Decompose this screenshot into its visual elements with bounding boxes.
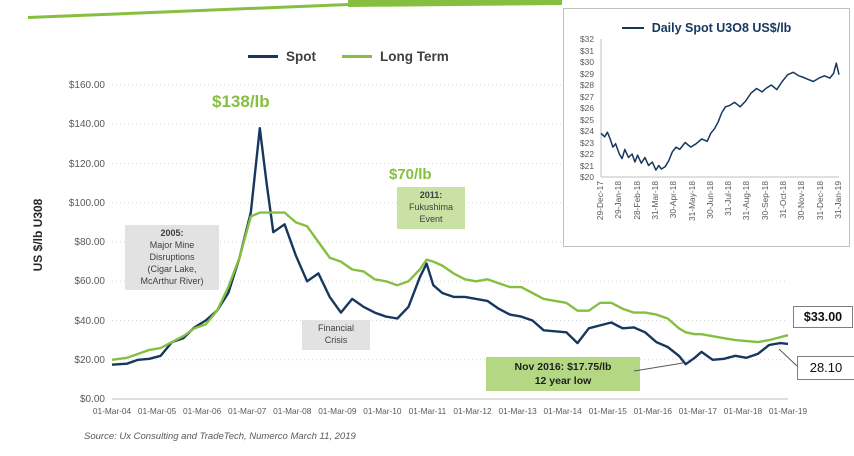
main-y-tick-label: $160.00	[68, 80, 105, 91]
long-term-price-tag: $33.00	[793, 306, 853, 328]
inset-x-tick-label: 29-Jan-18	[613, 181, 624, 219]
main-x-tick-label: 01-Mar-06	[182, 406, 222, 416]
main-x-tick-label: 01-Mar-13	[498, 406, 537, 416]
source-citation: Source: Ux Consulting and TradeTech, Num…	[84, 431, 356, 442]
daily-spot-inset-chart: Daily Spot U3O8 US$/lb $20 $21 $22 $23 $24 $2…	[563, 8, 850, 247]
inset-line-swatch	[621, 26, 644, 30]
main-x-tick-label: 01-Mar-15	[588, 406, 627, 416]
main-x-tick-label: 01-Mar-09	[318, 406, 357, 416]
inset-y-tick-label: $21	[580, 160, 594, 171]
mine-disruptions-note: 2005: Major Mine Disruptions (Cigar Lake…	[125, 225, 219, 291]
inset-y-tick-label: $22	[580, 149, 594, 159]
main-x-tick-label: 01-Mar-18	[723, 406, 763, 416]
inset-y-tick-label: $26	[580, 103, 594, 113]
inset-x-tick-label: 31-Aug-18	[741, 181, 752, 221]
main-y-tick-label: $0.00	[79, 394, 105, 405]
main-y-tick-label: $60.00	[74, 276, 105, 288]
legend-item-spot: Spot	[248, 49, 316, 64]
main-x-tick-label: 01-Mar-05	[137, 406, 177, 416]
note-line: Nov 2016: $17.75/lb	[514, 361, 612, 373]
main-x-tick-label: 01-Mar-10	[363, 406, 402, 416]
main-y-tick-label: $80.00	[74, 237, 105, 248]
main-x-tick-label: 01-Mar-19	[768, 406, 808, 416]
note-line: Major Mine	[149, 239, 195, 250]
note-line: 12 year low	[534, 375, 592, 388]
main-y-tick-label: $40.00	[74, 315, 105, 327]
inset-y-tick-label: $31	[580, 45, 594, 56]
note-line: 2011:	[419, 190, 443, 200]
main-x-tick-label: 01-Mar-14	[543, 406, 582, 416]
inset-y-tick-label: $32	[580, 34, 594, 44]
inset-x-tick-label: 31-Mar-18	[649, 181, 660, 220]
inset-plot-area	[600, 39, 840, 178]
inset-x-tick-label: 28-Feb-18	[631, 181, 642, 220]
legend-long-term-label: Long Term	[380, 49, 449, 64]
inset-y-tick-label: $28	[580, 80, 594, 90]
slide-accent-graphic	[28, 0, 562, 19]
inset-y-tick-label: $27	[580, 91, 594, 102]
main-x-tick-label: 01-Mar-17	[678, 406, 717, 416]
inset-y-tick-label: $29	[580, 68, 594, 79]
inset-x-tick-label: 31-Jan-19	[833, 181, 843, 219]
inset-y-tick-label: $30	[580, 57, 594, 67]
spot-price-tag: 28.10	[797, 356, 854, 380]
note-line: Crisis	[324, 334, 348, 345]
inset-x-tick-label: 31-Jul-18	[723, 181, 734, 216]
main-x-tick-label: 01-Mar-07	[228, 406, 267, 416]
note-line: Event	[419, 213, 443, 224]
legend-spot-label: Spot	[286, 49, 316, 64]
note-line: (Cigar Lake,	[147, 263, 197, 274]
main-x-tick-label: 01-Mar-04	[92, 406, 132, 416]
main-x-tick-label: 01-Mar-08	[273, 406, 312, 416]
pre-fukushima-price-annotation: $70/lb	[389, 166, 432, 183]
inset-title-row: Daily Spot U3O8 US$/lb	[564, 21, 849, 35]
note-line: Disruptions	[149, 251, 195, 262]
inset-series-daily-spot-u3o8-us-lb	[600, 62, 840, 171]
fukushima-event-note: 2011: Fukushima Event	[397, 187, 465, 229]
inset-title: Daily Spot U3O8 US$/lb	[651, 21, 792, 35]
main-y-tick-label: $120.00	[68, 158, 105, 170]
inset-y-tick-label: $20	[580, 172, 594, 182]
inset-x-tick-label: 31-Oct-18	[778, 181, 789, 219]
financial-crisis-note: Financial Crisis	[302, 320, 370, 350]
long-term-line-swatch	[342, 55, 372, 58]
note-line: 2005:	[160, 228, 184, 238]
main-y-tick-label: $140.00	[68, 119, 105, 131]
inset-x-tick-label: 31-Dec-18	[814, 181, 825, 221]
main-x-tick-label: 01-Mar-12	[453, 406, 492, 416]
inset-y-tick-label: $24	[580, 126, 594, 136]
main-y-tick-label: $20.00	[74, 354, 105, 366]
main-series-long-term	[111, 211, 789, 361]
main-plot-area	[111, 84, 789, 400]
main-x-tick-label: 01-Mar-16	[633, 406, 672, 416]
main-x-tick-label: 01-Mar-11	[408, 406, 447, 416]
inset-x-tick-label: 30-Sep-18	[759, 181, 770, 221]
inset-y-tick-label: $25	[580, 114, 594, 125]
note-line: Fukushima	[408, 201, 453, 212]
peak-price-annotation: $138/lb	[212, 92, 270, 111]
legend-item-long-term: Long Term	[342, 49, 449, 64]
twelve-year-low-note: Nov 2016: $17.75/lb 12 year low	[486, 357, 640, 392]
inset-x-tick-label: 31-May-18	[686, 181, 697, 222]
inset-x-tick-label: 30-Apr-18	[668, 181, 679, 219]
note-line: McArthur River)	[140, 275, 204, 286]
spot-line-swatch	[248, 55, 278, 58]
inset-x-tick-label: 30-Nov-18	[796, 181, 807, 221]
main-y-tick-label: $100.00	[68, 197, 105, 209]
inset-y-tick-label: $23	[580, 137, 594, 148]
inset-x-tick-label: 30-Jun-18	[704, 181, 715, 219]
note-line: Financial	[317, 323, 355, 333]
legend: Spot Long Term	[248, 49, 449, 64]
inset-x-tick-label: 29-Dec-17	[595, 181, 605, 221]
